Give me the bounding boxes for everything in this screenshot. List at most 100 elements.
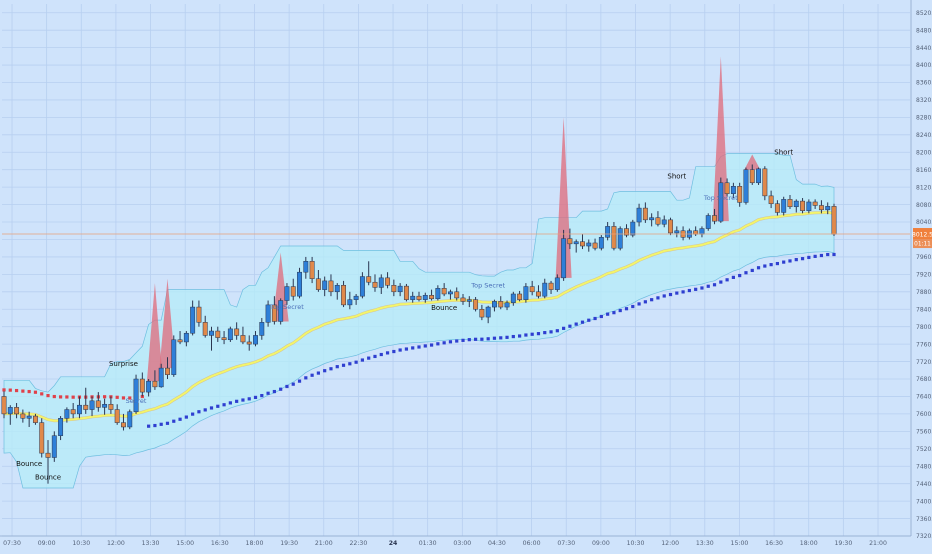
spike-mark — [146, 283, 163, 382]
candles — [1, 164, 837, 484]
candle-body — [215, 330, 221, 338]
trend-dot — [681, 290, 685, 294]
trend-dot — [568, 324, 572, 328]
x-tick-label: 07:30 — [557, 540, 575, 547]
trend-dot — [562, 326, 566, 330]
x-tick-label: 06:00 — [523, 540, 541, 547]
candle-body — [265, 304, 271, 323]
candle-body — [825, 206, 831, 211]
x-tick-label: 18:00 — [246, 540, 264, 547]
candle-body — [196, 306, 202, 323]
trend-dot — [304, 376, 308, 380]
y-tick-label: 7800.0 — [916, 324, 932, 331]
trend-dot — [587, 318, 591, 322]
y-tick-label: 7400.0 — [916, 498, 932, 505]
candle-body — [410, 295, 416, 300]
trend-dot — [455, 339, 459, 343]
candle-body — [592, 242, 598, 249]
trend-dot — [826, 252, 830, 257]
candle-body — [674, 230, 680, 234]
trend-dot — [612, 311, 616, 315]
candle-body — [485, 306, 491, 318]
y-tick-label: 7320.0 — [916, 533, 932, 540]
trend-dot — [404, 347, 409, 351]
trend-dot — [33, 390, 38, 394]
candle-body — [441, 288, 447, 295]
trend-dot — [203, 408, 207, 412]
trend-dot — [788, 259, 792, 263]
trend-dot — [58, 395, 63, 399]
candle-body — [20, 413, 26, 419]
trend-dot — [448, 340, 453, 344]
spike-mark — [712, 56, 729, 222]
annotation-label: Secret — [126, 397, 147, 405]
candle-body — [561, 238, 567, 279]
x-tick-label: 12:00 — [661, 540, 679, 547]
y-tick-label: 7360.0 — [916, 516, 932, 523]
candle-body — [649, 217, 655, 221]
candle-body — [787, 199, 793, 208]
candle-body — [7, 407, 13, 415]
y-tick-label: 7520.0 — [916, 446, 932, 453]
trend-dot — [662, 294, 666, 298]
trend-dot — [486, 337, 490, 341]
trend-dot — [103, 395, 107, 399]
x-tick-label: 04:30 — [488, 540, 506, 547]
trend-dot — [524, 333, 528, 337]
trend-dot — [14, 388, 19, 393]
candle-body — [26, 415, 32, 419]
trend-dot — [549, 330, 553, 334]
trend-dot — [436, 342, 440, 346]
trend-dot — [756, 266, 761, 270]
trend-dot — [398, 348, 402, 352]
trend-dot — [807, 255, 811, 260]
trend-dot — [530, 332, 534, 336]
candle-body — [221, 337, 227, 341]
candle-body — [127, 411, 133, 428]
trend-dot — [172, 419, 176, 423]
candle-body — [762, 168, 768, 197]
trend-dot — [2, 388, 6, 392]
trend-dot — [518, 334, 522, 338]
candle-body — [793, 200, 799, 208]
trend-dot — [348, 362, 352, 366]
trend-dot — [323, 369, 327, 373]
x-tick-label: 21:00 — [869, 540, 887, 547]
ema-line — [3, 210, 835, 423]
candle-body — [611, 226, 617, 249]
candle-body — [724, 182, 730, 194]
candle-body — [422, 295, 428, 300]
trend-dot — [165, 421, 170, 425]
spike-mark — [555, 117, 572, 278]
y-tick-label: 8160.0 — [916, 167, 932, 174]
candle-body — [743, 169, 749, 203]
trend-dot — [191, 412, 195, 416]
trend-dot — [800, 257, 805, 261]
candle-body — [774, 203, 780, 213]
candle-body — [498, 301, 504, 308]
y-tick-label: 8320.0 — [916, 97, 932, 104]
candle-body — [567, 238, 573, 245]
candle-body — [536, 291, 541, 297]
trend-dot — [763, 264, 767, 268]
candle-body — [108, 404, 114, 410]
trend-dot — [668, 292, 673, 297]
candle-body — [378, 277, 384, 288]
trend-dot — [423, 344, 427, 348]
trend-dot — [706, 284, 710, 288]
candle-body — [158, 367, 164, 388]
trend-dot — [505, 335, 509, 339]
trend-dot — [266, 391, 270, 395]
candle-body — [209, 330, 214, 336]
trend-dot — [272, 389, 276, 394]
trend-dot — [700, 286, 704, 290]
y-tick-label: 7840.0 — [916, 306, 932, 313]
y-tick-label: 8480.0 — [916, 27, 932, 34]
candle-body — [284, 286, 290, 301]
x-axis: 07:30 09:00 10:30 12:00 13:30 15:00 16:30 18:00… — [0, 535, 911, 547]
x-tick-label: 22:30 — [349, 540, 367, 547]
trend-dot — [297, 379, 302, 383]
y-tick-label: 7640.0 — [916, 394, 932, 401]
candle-body — [397, 285, 403, 293]
